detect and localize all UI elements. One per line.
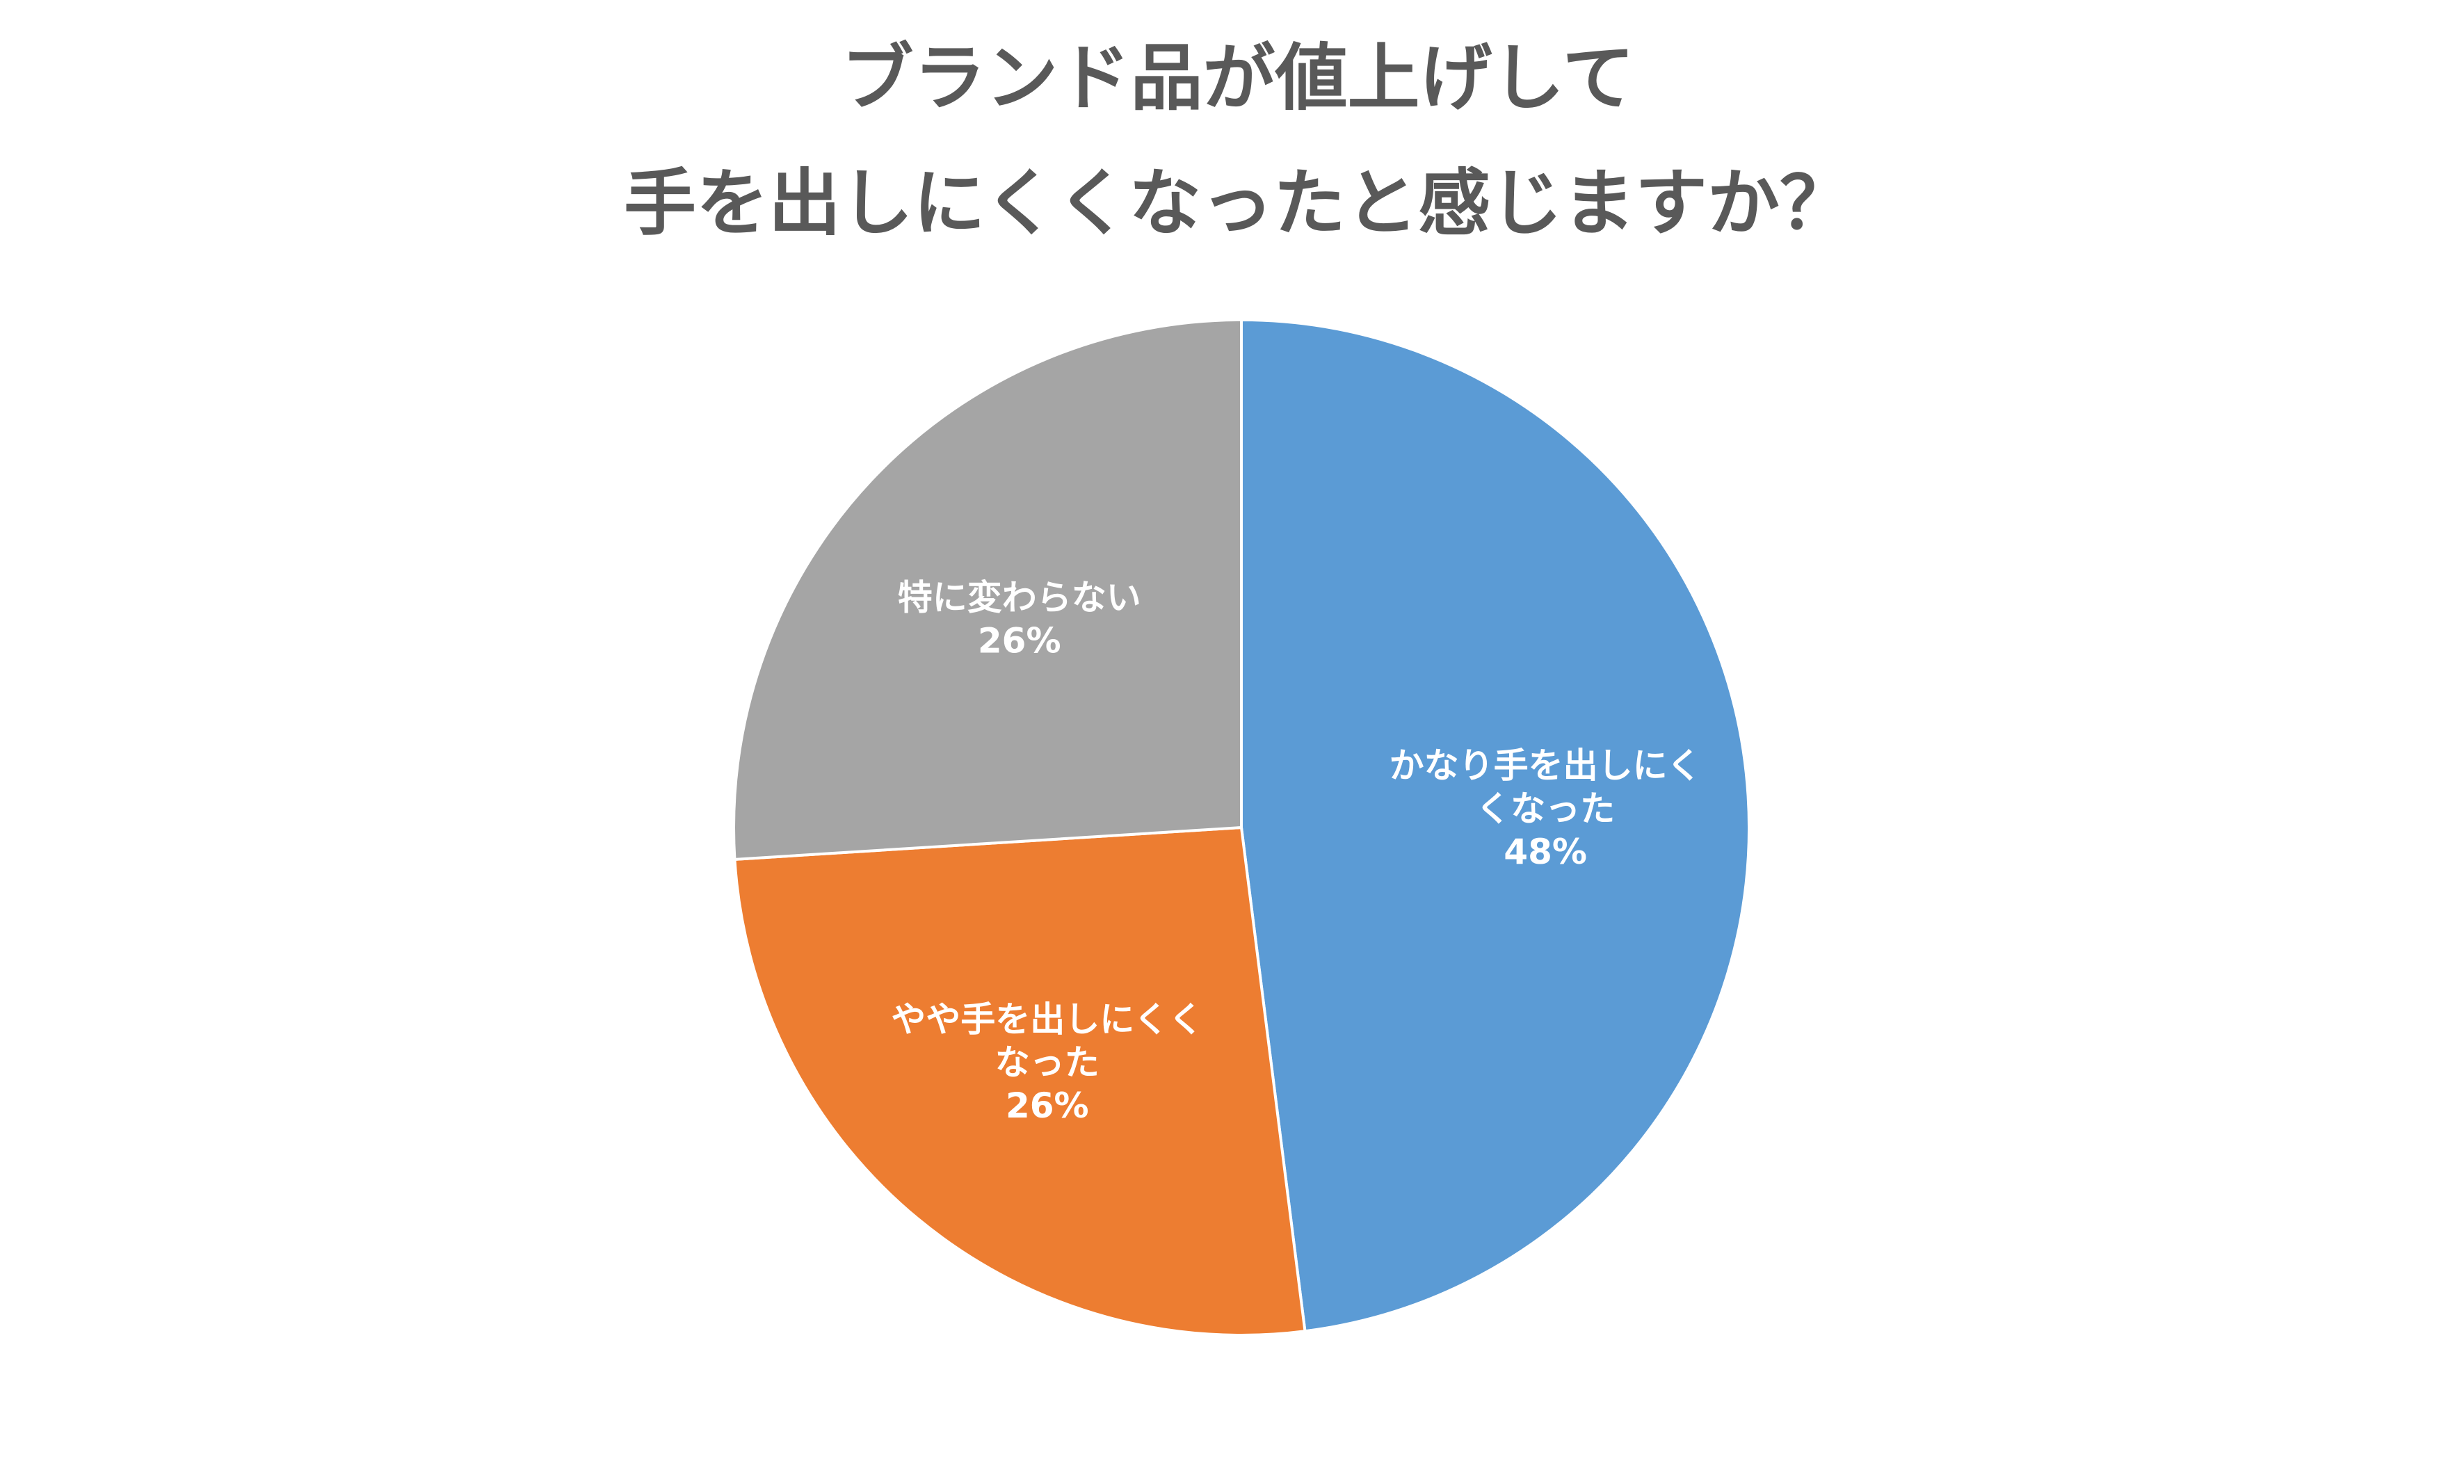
- chart-title-line-1: ブランド品が値上げして: [842, 35, 1635, 120]
- slice-category-label: かなり手を出しにく: [1390, 745, 1702, 786]
- slice-value-label: 26%: [978, 621, 1061, 661]
- slice-category-label: なった: [995, 1042, 1100, 1083]
- slice-category-label: くなった: [1476, 789, 1615, 829]
- chart-title-line-2: 手を出しにくくなったと感じますか？: [624, 161, 1852, 245]
- slice-category-label: 特に変わらない: [898, 578, 1141, 618]
- chart-title: ブランド品が値上げして 手を出しにくくなったと感じますか？: [624, 35, 1852, 245]
- slice-strongly-harder: [1240, 318, 1750, 1333]
- slice-value-label: 26%: [1006, 1086, 1089, 1126]
- slice-somewhat-harder: [733, 826, 1307, 1337]
- slice-value-label: 48%: [1504, 832, 1587, 872]
- pie-slices: [732, 318, 1750, 1337]
- pie-slice-labels: かなり手を出しにくくなった48%やや手を出しにくくなった26%特に変わらない26…: [891, 578, 1701, 1126]
- slice-no-change: [732, 318, 1243, 861]
- slice-category-label: やや手を出しにくく: [891, 999, 1203, 1040]
